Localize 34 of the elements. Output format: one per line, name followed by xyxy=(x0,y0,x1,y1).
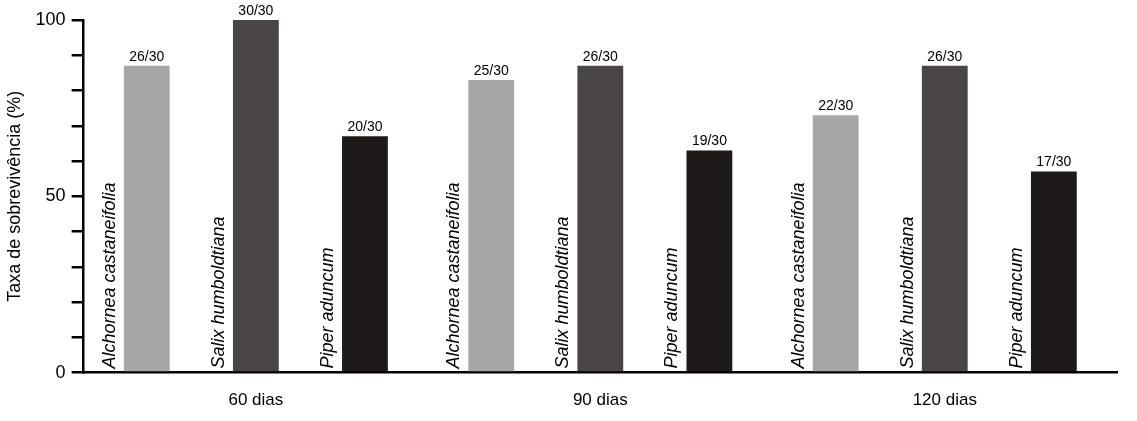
y-axis-title: Taxa de sobrevivência (%) xyxy=(3,90,24,302)
text: Salix humboldtiana xyxy=(896,216,917,369)
data-label: 30/30 xyxy=(238,1,274,18)
text: Alchornea castaneifolia xyxy=(787,182,808,369)
bar xyxy=(342,136,388,372)
text: Alchornea castaneifolia xyxy=(443,182,464,369)
bar xyxy=(123,65,170,372)
text: Piper aduncum xyxy=(1005,247,1026,369)
data-label: 25/30 xyxy=(473,61,509,78)
data-label: 26/30 xyxy=(927,47,963,64)
text: Salix humboldtiana xyxy=(552,216,573,369)
bar xyxy=(686,150,733,372)
text: Alchornea castaneifolia xyxy=(98,182,119,370)
data-label: 19/30 xyxy=(691,132,728,149)
text: Salix humboldtiana xyxy=(207,216,228,369)
bar xyxy=(921,65,968,372)
data-label: 26/30 xyxy=(582,47,619,64)
bar xyxy=(577,65,624,372)
y-tick-label: 0 xyxy=(55,361,66,382)
bar xyxy=(468,79,515,372)
x-tick-label: 90 dias xyxy=(572,390,628,410)
data-label: 22/30 xyxy=(818,97,854,114)
data-label: 26/30 xyxy=(129,47,165,64)
x-tick-label: 120 dias xyxy=(912,390,977,410)
x-tick-label: 60 dias xyxy=(228,390,284,410)
y-tick-label: 100 xyxy=(35,8,66,29)
y-tick-label: 50 xyxy=(45,185,66,206)
bar xyxy=(232,20,279,372)
data-label: 17/30 xyxy=(1036,153,1072,170)
text: Piper aduncum xyxy=(317,247,338,369)
bar xyxy=(812,115,859,372)
data-label: 20/30 xyxy=(347,118,383,135)
bar xyxy=(1030,171,1077,372)
text: Piper aduncum xyxy=(661,247,682,369)
